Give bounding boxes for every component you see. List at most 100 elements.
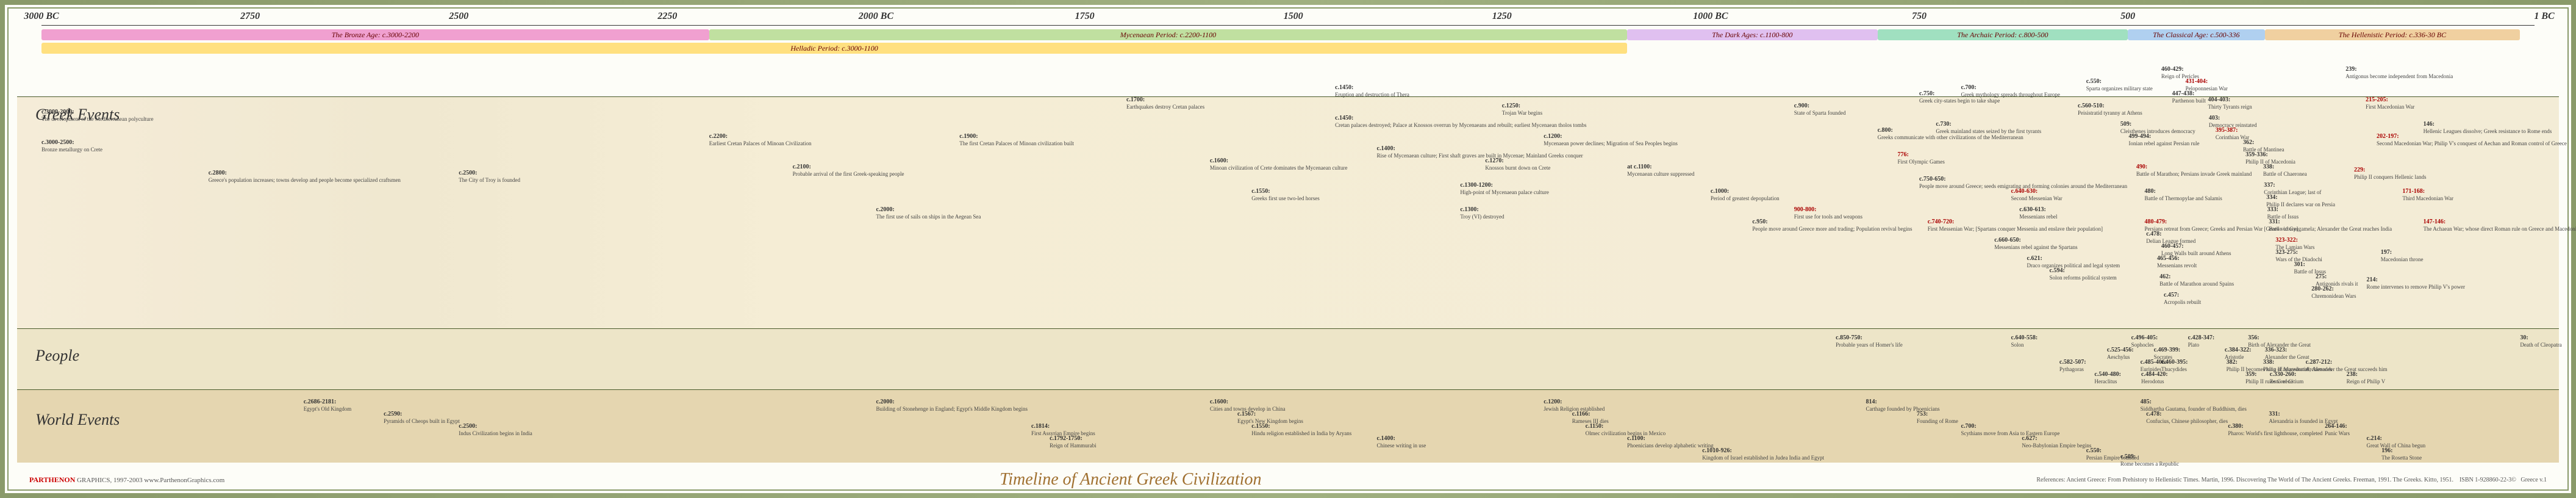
event-date: 171-168: [2402, 188, 2425, 195]
timeline-event: c.2000:Building of Stonehenge in England… [876, 399, 1028, 413]
timeline-event: c.2500:The City of Troy is founded [459, 170, 520, 184]
timeline-event: c.1400:Chinese writing in use [1377, 435, 1426, 449]
axis-tick: 2500 [449, 11, 468, 22]
event-date: 395-387: [2216, 127, 2238, 134]
event-date: 275: [2316, 273, 2327, 280]
timeline-event: c.2686-2181:Egypt's Old Kingdom [304, 399, 352, 413]
event-text: Peisistratid tyranny at Athens [2078, 110, 2142, 117]
axis-tick: 1250 [1492, 11, 1512, 22]
event-text: Thirty Tyrants reign [2208, 104, 2252, 110]
event-date: 229: [2354, 167, 2365, 173]
event-text: Battle of Thermopylae and Salamis [2145, 195, 2222, 202]
timeline-event: c.1550:Hindu religion established in Ind… [1251, 423, 1351, 437]
event-text: Minoan civilization of Crete dominates t… [1210, 165, 1348, 171]
timeline-event: 229:Philip II conquers Hellenic lands [2354, 167, 2426, 181]
event-date: c.594: [2050, 267, 2065, 274]
event-date: 338: [2263, 164, 2274, 170]
event-date: 331: [2269, 218, 2280, 225]
timeline-event: c.1450:Eruption and destruction of Thera [1335, 84, 1409, 98]
event-date: c.560-510: [2078, 103, 2105, 109]
timeline-event: c.850-750:Probable years of Homer's life [1836, 334, 1903, 348]
event-text: Thucydides [2161, 366, 2188, 373]
timeline-event: 202-197:Second Macedonian War; Philip V'… [2377, 133, 2567, 147]
timeline-event: c.640-558:Solon [2011, 334, 2038, 348]
timeline-event: c.1700:Earthquakes destroy Cretan palace… [1126, 96, 1204, 110]
event-text: Greek mythology spreads throughout Europ… [1961, 92, 2059, 98]
event-date: 359: [2245, 371, 2256, 378]
event-text: Pharos: World's first lighthouse, comple… [2228, 430, 2322, 437]
event-text: Macedonian throne [2381, 256, 2424, 263]
event-date: c.1300-1200: [1460, 182, 1493, 189]
event-text: Hindu religion established in India by A… [1251, 430, 1351, 437]
event-date: c.2500: [459, 423, 477, 430]
event-text: Trojan War begins [1502, 110, 1542, 117]
period-bands: The Bronze Age: c.3000-2200Helladic Peri… [41, 29, 2535, 42]
event-date: c.1200: [1544, 133, 1562, 140]
timeline-event: c.1010-926:Kingdom of Israel established… [1702, 447, 1824, 461]
event-date: 301: [2294, 261, 2305, 268]
timeline-event: c.550:Sparta organizes military state [2086, 78, 2153, 92]
event-text: Troy (VI) destroyed [1460, 214, 1504, 220]
event-text: Second Messenian War [2011, 195, 2063, 202]
event-date: c.2200: [709, 133, 728, 140]
timeline-event: c.3000-2000:The development of the Medit… [41, 109, 154, 123]
event-text: Long Walls built around Athens [2161, 250, 2231, 257]
timeline-event: c.700:Greek mythology spreads throughout… [1961, 84, 2059, 98]
event-date: c.1010-926: [1702, 447, 1732, 454]
timeline-event: 331:Battle of Gaugamela; Alexander the G… [2269, 218, 2392, 233]
timeline-event: c.2500:Indus Civilization begins in Indi… [459, 423, 532, 437]
event-date: c.640-630: [2011, 188, 2038, 195]
event-text: The first Cretan Palaces of Minoan civil… [959, 140, 1074, 147]
isbn: ISBN 1-928860-22-3© [2460, 477, 2516, 483]
timeline-event: c.900:State of Sparta founded [1794, 103, 1846, 117]
event-date: c.1400: [1377, 145, 1395, 152]
event-text: Greeks communicate with other civilizati… [1878, 134, 2023, 141]
event-date: c.800: [1878, 127, 1893, 134]
event-date: c.1250: [1502, 103, 1520, 109]
event-date: c.2800: [209, 170, 227, 176]
event-text: Battle of Marathon around Spains [2159, 281, 2234, 287]
event-date: 214: [2367, 276, 2378, 283]
event-text: People move around Greece more and tradi… [1752, 226, 1912, 233]
event-date: 215-205: [2366, 96, 2388, 103]
timeline-event: 215-205:First Macedonian War [2366, 96, 2414, 110]
axis-tick: 2000 BC [859, 11, 893, 22]
event-text: Philip II conquers Hellenic lands [2354, 174, 2426, 181]
period-band: The Archaic Period: c.800-500 [1878, 29, 2128, 40]
event-text: Death of Cleopatra [2520, 342, 2561, 348]
timeline-event: c.484-420:Herodotus [2141, 371, 2168, 385]
timeline-event: 146:Hellenic Leagues dissolve; Greek res… [2424, 121, 2552, 135]
event-text: Probable arrival of the first Greek-spea… [793, 171, 904, 178]
event-date: c.380: [2228, 423, 2243, 430]
axis-tick: 750 [1912, 11, 1927, 22]
timeline-event: c.1300-1200:High-point of Mycenaean pala… [1460, 182, 1548, 196]
timeline-event: 431-404:Peloponnesian War [2186, 78, 2228, 92]
event-date: c.540-480: [2094, 371, 2121, 378]
event-date: c.3000-2500: [41, 139, 74, 146]
event-text: Second Macedonian War; Philip V's conque… [2377, 140, 2567, 147]
event-date: 753: [1917, 411, 1928, 417]
timeline-event: c.2200:Earliest Cretan Palaces of Minoan… [709, 133, 812, 147]
timeline-event: 404-403:Thirty Tyrants reign [2208, 96, 2252, 110]
event-text: First Olympic Games [1897, 159, 1945, 165]
event-date: c.1166: [1572, 411, 1590, 417]
timeline-event: c.1200:Mycenaean power declines; Migrati… [1544, 133, 1678, 147]
event-text: Phoenicians develop alphabetic writing [1627, 442, 1714, 449]
event-text: Alexander the Great [2265, 354, 2309, 361]
event-text: Period of greatest depopulation [1711, 195, 1780, 202]
credits-brand: PARTHENON [29, 475, 75, 484]
timeline-event: 447-438:Parthenon built [2172, 90, 2206, 104]
event-text: Kingdom of Israel established in Judea I… [1702, 455, 1824, 461]
event-date: c.750-650: [1919, 176, 1946, 182]
event-date: 490: [2136, 164, 2147, 170]
event-date: c.1200: [1544, 399, 1562, 405]
event-date: c.950: [1752, 218, 1767, 225]
event-text: Earthquakes destroy Cretan palaces [1126, 104, 1204, 110]
event-date: 147-146: [2424, 218, 2446, 225]
event-date: c.1450: [1335, 84, 1353, 91]
event-date: c.1792-1750: [1050, 435, 1082, 442]
event-text: Battle of Chaeronea [2263, 171, 2307, 178]
event-date: c.496-405: [2131, 334, 2158, 341]
event-date: 359-336: [2245, 151, 2268, 158]
event-date: c.700: [1961, 423, 1976, 430]
